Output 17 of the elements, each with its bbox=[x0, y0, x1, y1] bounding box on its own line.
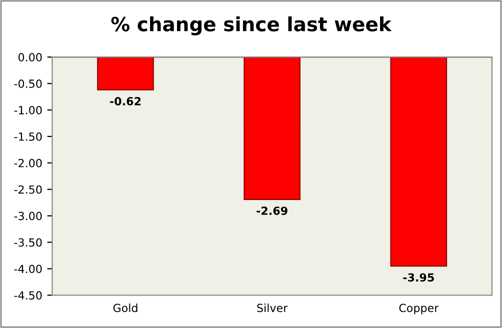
y-tick-label: -2.00 bbox=[14, 158, 42, 168]
y-tick-label: -3.00 bbox=[14, 212, 42, 220]
x-tick-label: Gold bbox=[113, 304, 138, 312]
y-tick-label: -1.00 bbox=[14, 106, 42, 114]
y-tick-label: 0.00 bbox=[18, 53, 42, 62]
y-tick-label: -3.50 bbox=[14, 238, 42, 247]
data-label: -3.95 bbox=[403, 273, 434, 282]
y-tick-label: -4.00 bbox=[14, 264, 42, 274]
y-tick-label: -4.50 bbox=[14, 291, 42, 300]
data-label: -0.62 bbox=[110, 97, 141, 106]
y-tick-label: -2.50 bbox=[14, 185, 42, 194]
data-label: -2.69 bbox=[256, 206, 288, 215]
chart-title: % change since last week bbox=[111, 16, 392, 36]
x-tick-label: Silver bbox=[257, 304, 288, 312]
y-tick-label: -0.50 bbox=[14, 80, 42, 88]
x-tick-label: Copper bbox=[399, 304, 439, 314]
y-tick-label: -1.50 bbox=[14, 132, 42, 141]
